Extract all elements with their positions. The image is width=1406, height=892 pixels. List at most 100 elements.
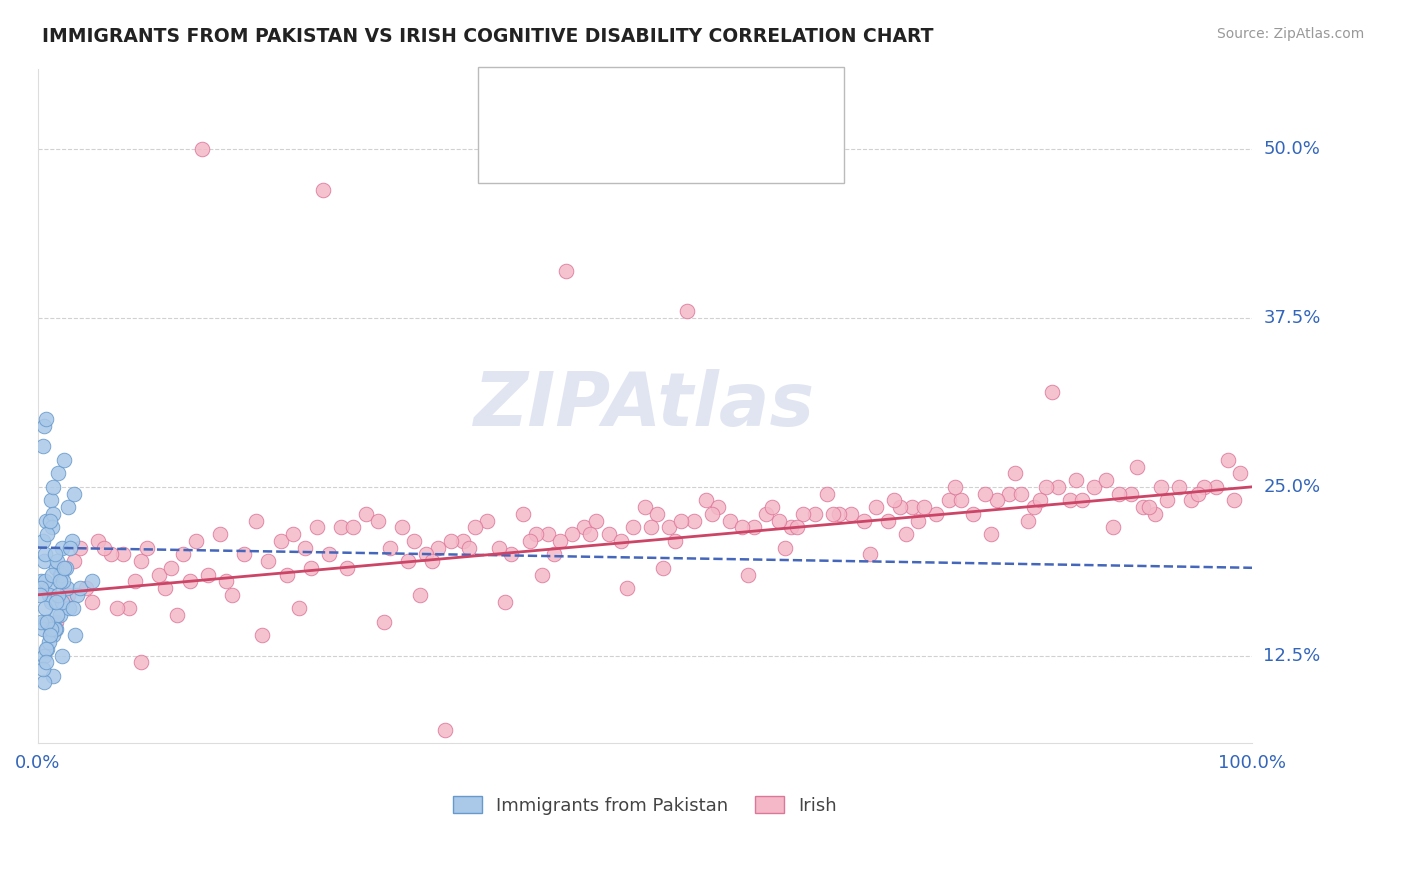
Point — [548, 533, 571, 548]
Point — [148, 567, 170, 582]
Point — [524, 527, 547, 541]
Point — [652, 561, 675, 575]
Point — [245, 514, 267, 528]
Text: R = -0.040   N =  69: R = -0.040 N = 69 — [541, 89, 724, 107]
Point — [768, 514, 790, 528]
Point — [51, 561, 73, 575]
Text: 37.5%: 37.5% — [1264, 310, 1320, 327]
Point — [391, 520, 413, 534]
Point — [44, 547, 66, 561]
Point — [34, 615, 56, 629]
Point — [136, 541, 159, 555]
Point — [609, 533, 631, 548]
Point — [30, 588, 52, 602]
Point — [621, 520, 644, 534]
Point — [31, 439, 53, 453]
Point — [682, 514, 704, 528]
Point — [312, 183, 335, 197]
Point — [451, 533, 474, 548]
Point — [100, 547, 122, 561]
Point — [51, 541, 73, 555]
Point — [48, 567, 70, 582]
Point — [63, 486, 86, 500]
Point — [901, 500, 924, 514]
Point — [32, 648, 55, 663]
Point — [45, 561, 67, 575]
Point — [38, 581, 60, 595]
Point — [330, 520, 353, 534]
Point — [1223, 493, 1246, 508]
Point — [38, 514, 60, 528]
Point — [404, 533, 426, 548]
Point — [46, 607, 69, 622]
Point — [761, 500, 783, 514]
Point — [1119, 486, 1142, 500]
Text: ZIPAtlas: ZIPAtlas — [474, 369, 815, 442]
Point — [46, 588, 69, 602]
Point — [889, 500, 911, 514]
Point — [42, 507, 65, 521]
Point — [124, 574, 146, 589]
Point — [281, 527, 304, 541]
Point — [1205, 480, 1227, 494]
Point — [288, 601, 311, 615]
Point — [208, 527, 231, 541]
Point — [742, 520, 765, 534]
Point — [82, 594, 104, 608]
Point — [876, 514, 898, 528]
Point — [45, 622, 67, 636]
Point — [93, 541, 115, 555]
Point — [378, 541, 401, 555]
Point — [252, 628, 274, 642]
Point — [59, 541, 82, 555]
Point — [190, 143, 212, 157]
Point — [512, 507, 534, 521]
Point — [87, 533, 110, 548]
Point — [664, 533, 686, 548]
Text: Source: ZipAtlas.com: Source: ZipAtlas.com — [1216, 27, 1364, 41]
Point — [658, 520, 681, 534]
Point — [373, 615, 395, 629]
Point — [1040, 385, 1063, 400]
Point — [440, 533, 463, 548]
Point — [1046, 480, 1069, 494]
Point — [46, 467, 69, 481]
Point — [986, 493, 1008, 508]
Point — [276, 567, 298, 582]
Point — [1132, 500, 1154, 514]
Point — [65, 628, 87, 642]
Point — [883, 493, 905, 508]
Point — [1017, 514, 1039, 528]
Point — [48, 607, 70, 622]
Point — [695, 493, 717, 508]
Point — [160, 561, 183, 575]
Point — [38, 628, 60, 642]
Point — [52, 574, 75, 589]
Point — [45, 615, 67, 629]
Point — [1156, 493, 1178, 508]
Point — [579, 527, 602, 541]
Point — [1150, 480, 1173, 494]
Point — [35, 514, 58, 528]
Point — [974, 486, 997, 500]
Point — [671, 514, 693, 528]
Point — [543, 547, 565, 561]
Point — [1059, 493, 1081, 508]
Point — [299, 561, 322, 575]
Point — [221, 588, 243, 602]
Point — [49, 567, 72, 582]
Point — [270, 533, 292, 548]
Point — [422, 554, 444, 568]
Point — [31, 662, 53, 676]
Point — [62, 601, 84, 615]
Point — [501, 547, 523, 561]
Point — [75, 581, 97, 595]
Point — [1022, 500, 1045, 514]
Point — [233, 547, 256, 561]
Point — [786, 520, 808, 534]
Point — [38, 588, 60, 602]
Point — [949, 493, 972, 508]
Point — [488, 541, 510, 555]
Point — [1168, 480, 1191, 494]
Point — [34, 574, 56, 589]
